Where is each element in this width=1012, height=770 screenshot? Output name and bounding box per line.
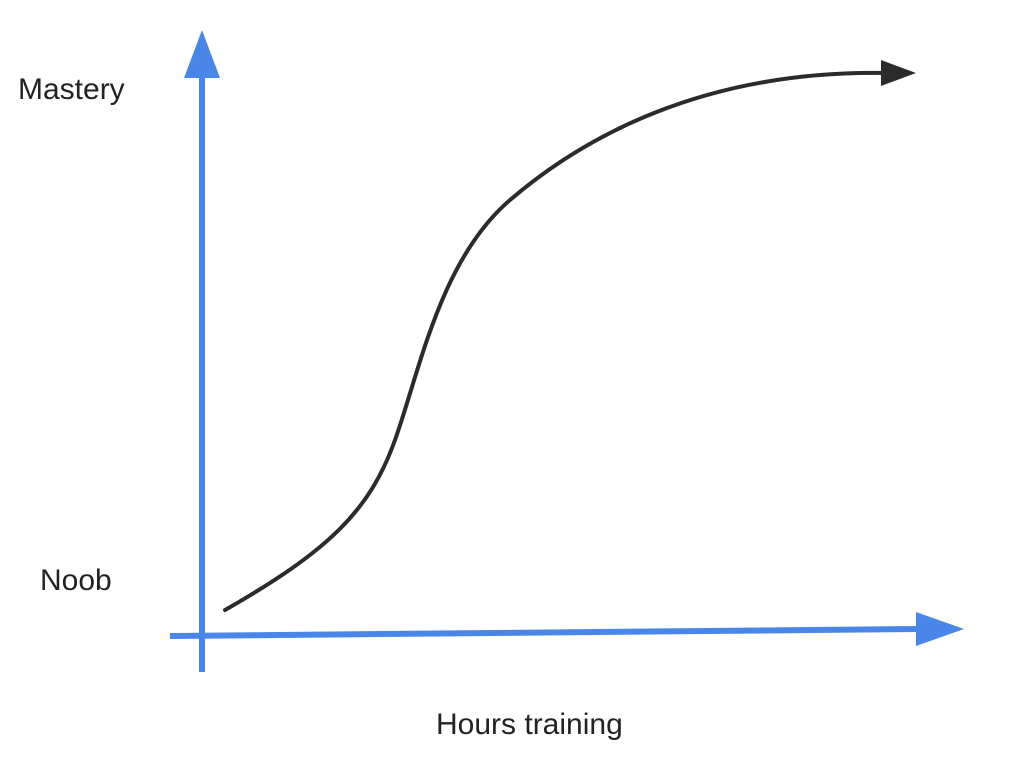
curve-arrowhead: [881, 60, 916, 86]
x-axis-label: Hours training: [436, 708, 623, 741]
x-axis-arrowhead: [916, 612, 964, 646]
y-axis-arrowhead: [184, 30, 220, 78]
y-axis-top-label: Mastery: [18, 73, 125, 106]
y-axis-bottom-label: Noob: [40, 564, 112, 597]
learning-curve-line: [223, 70, 887, 612]
x-axis-line: [169, 626, 923, 639]
